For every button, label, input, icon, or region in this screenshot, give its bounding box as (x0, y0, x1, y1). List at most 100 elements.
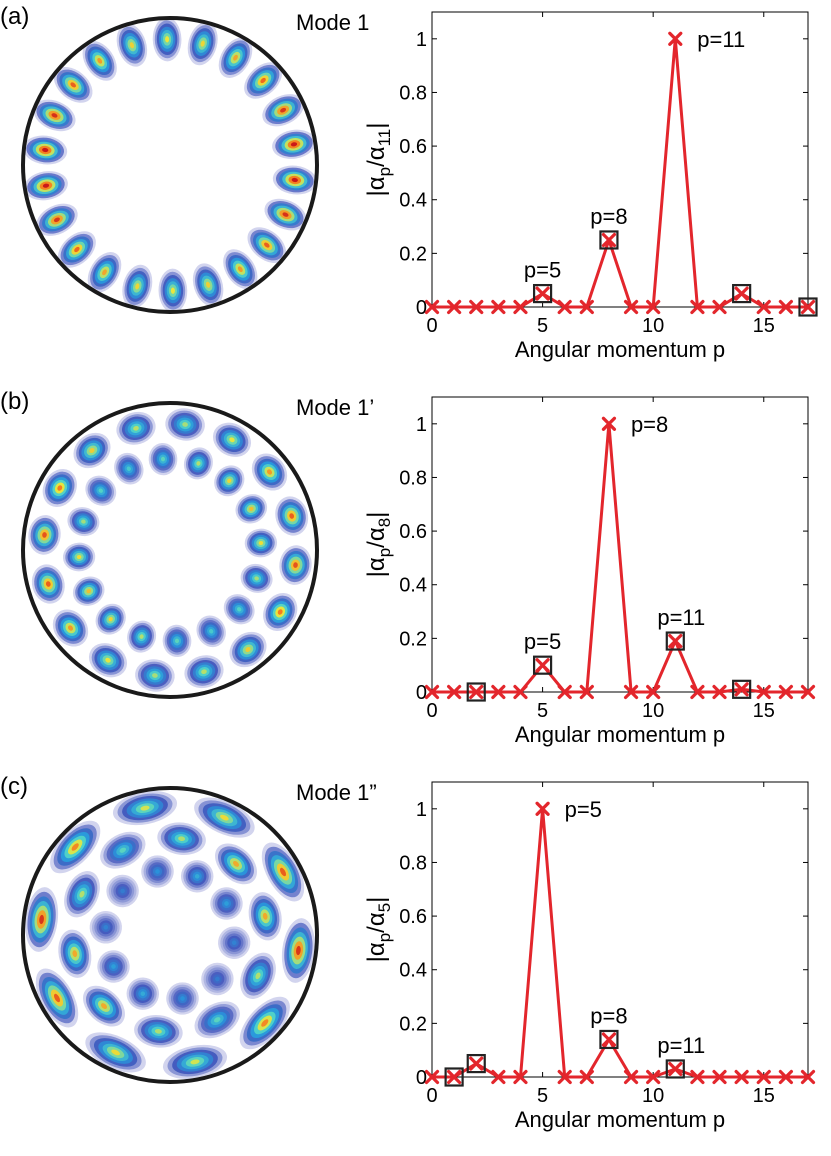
x-axis-label: Angular momentum p (515, 1107, 725, 1132)
field-lobe (165, 408, 205, 441)
data-point-marker (447, 299, 462, 315)
peak-annotation: p=11 (657, 1033, 705, 1058)
data-point-marker (557, 299, 572, 315)
field-lobe (272, 129, 315, 159)
y-axis-label: |αp/α11| (363, 122, 394, 196)
peak-annotation: p=8 (590, 204, 627, 229)
highlight-box (466, 682, 486, 702)
field-lobe (248, 892, 282, 941)
y-tick-label: 0.8 (399, 852, 427, 874)
field-lobe (251, 453, 288, 491)
data-point-marker (469, 1056, 484, 1071)
field-lobe (148, 442, 178, 476)
data-point-marker (756, 684, 771, 700)
field-lobe (53, 67, 93, 103)
y-tick-label: 0.4 (399, 575, 427, 597)
data-point-marker (469, 684, 484, 700)
field-lobe (180, 860, 214, 893)
highlight-box (599, 1029, 619, 1050)
field-lobe (279, 545, 312, 585)
disc-boundary (21, 401, 319, 699)
plot-frame (431, 781, 809, 1078)
field-lobe (135, 659, 175, 692)
field-lobe (223, 249, 258, 290)
field-lobe (35, 968, 79, 1028)
field-lobe (33, 99, 76, 132)
field-lobe (201, 962, 234, 996)
x-tick-label: 0 (426, 315, 437, 337)
field-lobe (112, 791, 178, 826)
data-point-marker (557, 684, 572, 700)
field-lobe (116, 23, 148, 67)
y-axis-label-main: |α (363, 176, 390, 196)
data-point-marker (623, 684, 639, 700)
field-lobe (272, 165, 315, 195)
x-axis-label: Angular momentum p (515, 337, 725, 362)
field-lobe (215, 843, 257, 885)
data-point-marker (756, 299, 771, 315)
data-point-marker (668, 633, 683, 649)
peak-annotation: p=8 (631, 412, 668, 437)
field-lobe (263, 592, 298, 632)
y-tick-label: 0.6 (399, 906, 427, 928)
field-lobe (95, 603, 126, 635)
field-lobe (85, 475, 117, 506)
data-point-marker (623, 1069, 639, 1085)
field-lobe (157, 822, 206, 856)
x-tick-label: 10 (642, 1085, 664, 1107)
data-point-marker (734, 1069, 749, 1085)
y-axis-label-mid: /α (363, 146, 390, 167)
y-axis-label: |αp/α8| (363, 512, 394, 578)
y-tick-label: 1 (416, 799, 427, 821)
data-point-marker (646, 684, 661, 700)
y-axis-label-sub2: 8 (375, 518, 394, 527)
data-point-marker (712, 1069, 727, 1085)
field-lobe (212, 422, 252, 457)
field-lobe (28, 515, 61, 555)
data-point-marker (734, 682, 749, 697)
data-point-marker (579, 1069, 594, 1085)
field-lobe (127, 620, 157, 653)
y-tick-label: 0 (416, 1067, 427, 1089)
mode-label: Mode 1” (296, 780, 377, 805)
data-point-marker (601, 1032, 617, 1047)
plot-frame (431, 396, 809, 693)
field-lobe (183, 447, 213, 480)
field-lobe (116, 411, 156, 445)
field-lobe (218, 926, 251, 959)
data-point-marker (601, 232, 617, 248)
field-lobe (235, 494, 268, 524)
peak-annotation: p=5 (524, 258, 561, 283)
panel-label: (c) (0, 773, 28, 800)
highlight-box (532, 283, 553, 304)
y-tick-label: 1 (416, 414, 427, 436)
field-lobe (152, 20, 182, 62)
field-lobe (25, 171, 68, 201)
field-lobe (192, 263, 224, 307)
y-axis-label-mid: /α (363, 527, 390, 548)
field-lobe (85, 1032, 146, 1073)
data-point-marker (778, 299, 793, 315)
highlight-box (599, 230, 619, 250)
mode-label: Mode 1 (296, 10, 369, 35)
field-lobe (88, 643, 128, 678)
series-line (432, 807, 808, 1079)
field-lobe (264, 198, 307, 231)
highlight-box (665, 1059, 685, 1079)
y-axis-label-sub1: p (375, 548, 394, 557)
highlight-box (732, 679, 752, 699)
field-lobe (126, 977, 160, 1010)
field-lobe (97, 950, 130, 983)
field-lobe (210, 887, 243, 920)
y-tick-label: 0.8 (399, 82, 427, 104)
data-point-marker (601, 416, 617, 431)
field-lobe (162, 1044, 228, 1079)
y-axis-label-sub2: 5 (375, 903, 394, 912)
data-point-marker (424, 299, 440, 315)
disc-boundary (21, 16, 319, 314)
field-lobe (87, 252, 122, 293)
